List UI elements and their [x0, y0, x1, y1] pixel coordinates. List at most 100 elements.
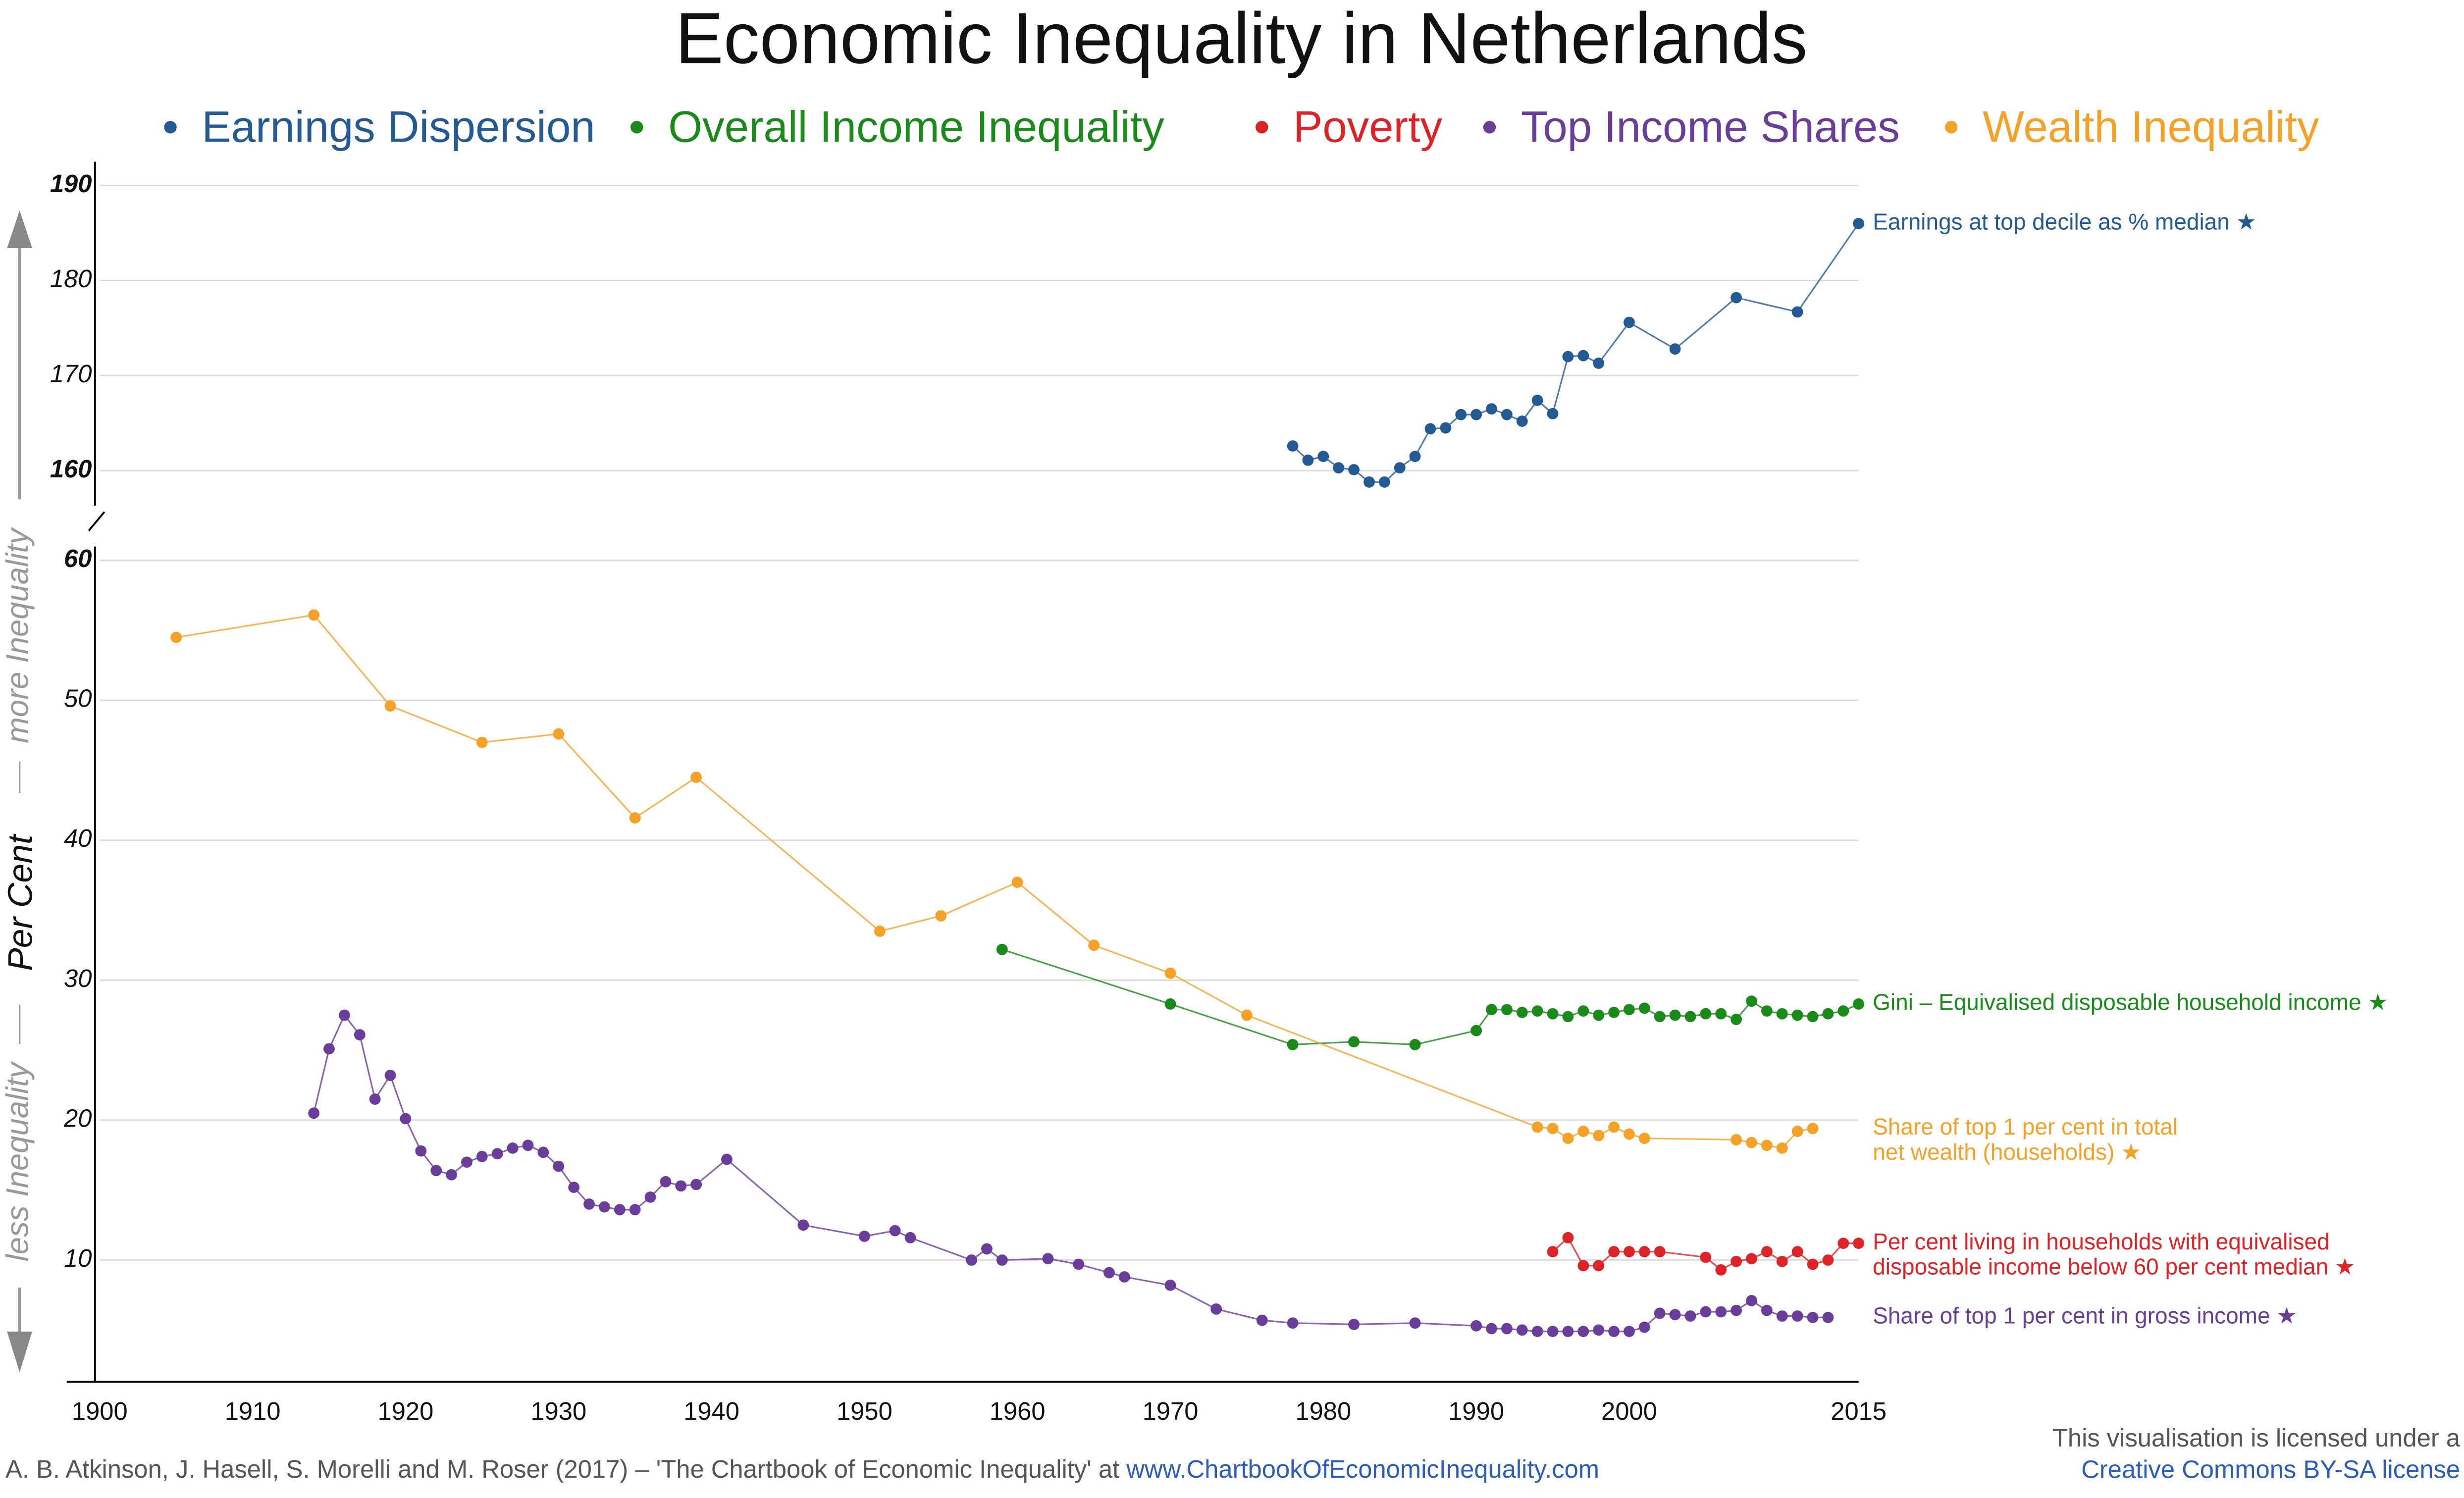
data-point: [1837, 1238, 1849, 1249]
data-point: [1394, 462, 1406, 474]
data-point: [1562, 351, 1574, 362]
data-point: [1638, 1246, 1650, 1257]
data-point: [1776, 1310, 1788, 1322]
series-label: Gini – Equivalised disposable household …: [1873, 989, 2388, 1015]
data-point: [1700, 1251, 1712, 1263]
data-point: [1746, 995, 1757, 1007]
source-link[interactable]: www.ChartbookOfEconomicInequality.com: [1126, 1455, 1599, 1484]
data-point: [1807, 1011, 1819, 1023]
data-point: [1302, 454, 1314, 466]
legend-marker: [630, 121, 643, 134]
data-point: [308, 1107, 320, 1119]
y-tick-label: 50: [64, 684, 92, 713]
data-point: [1577, 1326, 1589, 1338]
data-point: [629, 1204, 641, 1216]
data-point: [1378, 476, 1390, 488]
data-point: [1470, 409, 1482, 420]
data-point: [1807, 1258, 1819, 1270]
data-point: [400, 1113, 412, 1125]
data-point: [966, 1254, 977, 1266]
data-point: [369, 1093, 381, 1105]
license-link[interactable]: Creative Commons BY-SA license: [2081, 1455, 2460, 1484]
data-point: [507, 1142, 519, 1154]
data-point: [1409, 451, 1421, 463]
more-note: more Inequality: [0, 527, 35, 743]
legend-label: Earnings Dispersion: [202, 103, 595, 152]
data-point: [1761, 1304, 1773, 1316]
data-point: [1715, 1306, 1727, 1318]
data-point: [1791, 1126, 1803, 1137]
source: A. B. Atkinson, J. Hasell, S. Morelli an…: [5, 1455, 1599, 1484]
y-tick-label: 10: [64, 1244, 92, 1272]
data-point: [1761, 1246, 1773, 1257]
data-point: [1654, 1011, 1666, 1023]
y-tick-label: 170: [50, 360, 92, 388]
data-point: [1608, 1326, 1620, 1338]
x-tick-label: 1900: [72, 1397, 128, 1425]
data-point: [1730, 1304, 1742, 1316]
data-point: [1761, 1005, 1773, 1017]
y-tick-label: 180: [50, 264, 92, 293]
data-point: [461, 1156, 472, 1168]
data-point: [1608, 1246, 1620, 1257]
data-point: [1654, 1246, 1666, 1257]
data-point: [1730, 1255, 1742, 1267]
legend-label: Overall Income Inequality: [668, 103, 1164, 152]
y-tick-label: 190: [50, 169, 92, 198]
legend-marker: [1945, 121, 1958, 134]
data-point: [1624, 1326, 1635, 1338]
x-tick-label: 2015: [1831, 1397, 1887, 1425]
data-point: [1807, 1123, 1819, 1135]
data-point: [1440, 422, 1452, 434]
data-point: [1822, 1254, 1834, 1266]
data-point: [384, 1070, 396, 1081]
legend-marker: [164, 121, 177, 134]
legend-label: Poverty: [1293, 103, 1443, 152]
data-point: [1486, 1323, 1497, 1335]
data-point: [981, 1243, 993, 1255]
data-point: [1118, 1271, 1130, 1283]
data-point: [1853, 1238, 1865, 1249]
data-point: [1638, 1133, 1650, 1144]
data-point: [1624, 1128, 1635, 1140]
data-point: [1776, 1142, 1788, 1154]
series-label: disposable income below 60 per cent medi…: [1873, 1253, 2355, 1279]
data-point: [874, 926, 886, 937]
data-point: [1730, 1134, 1742, 1145]
data-point: [1210, 1303, 1222, 1315]
data-point: [1547, 408, 1559, 419]
data-point: [1103, 1267, 1115, 1279]
series-line: [176, 614, 1813, 1149]
data-point: [1287, 1038, 1299, 1050]
data-point: [1088, 939, 1100, 951]
x-tick-label: 1990: [1448, 1397, 1504, 1425]
data-point: [1822, 1008, 1834, 1020]
data-point: [1577, 1260, 1589, 1272]
legend-label: Wealth Inequality: [1983, 103, 2319, 152]
y-tick-label: 30: [64, 964, 92, 992]
data-point: [1424, 423, 1436, 435]
data-point: [996, 1254, 1008, 1266]
data-point: [1746, 1253, 1757, 1265]
data-point: [935, 910, 947, 922]
data-point: [1486, 1004, 1497, 1016]
data-point: [568, 1182, 580, 1193]
data-point: [476, 1151, 488, 1162]
data-point: [1562, 1232, 1574, 1243]
data-point: [598, 1201, 610, 1213]
data-point: [675, 1180, 687, 1192]
data-point: [1164, 967, 1176, 979]
data-point: [1730, 1014, 1742, 1025]
series-label: net wealth (households) ★: [1873, 1139, 2141, 1165]
data-point: [614, 1204, 626, 1216]
less-note: less Inequality: [0, 1061, 35, 1261]
data-point: [1669, 343, 1681, 355]
source-text: A. B. Atkinson, J. Hasell, S. Morelli an…: [5, 1455, 1126, 1484]
data-point: [721, 1153, 733, 1165]
data-point: [1409, 1317, 1421, 1329]
data-point: [1608, 1121, 1620, 1133]
data-point: [1256, 1314, 1268, 1326]
y-axis-label: Per Cent: [0, 833, 39, 971]
data-point: [553, 728, 565, 740]
data-point: [660, 1176, 672, 1188]
